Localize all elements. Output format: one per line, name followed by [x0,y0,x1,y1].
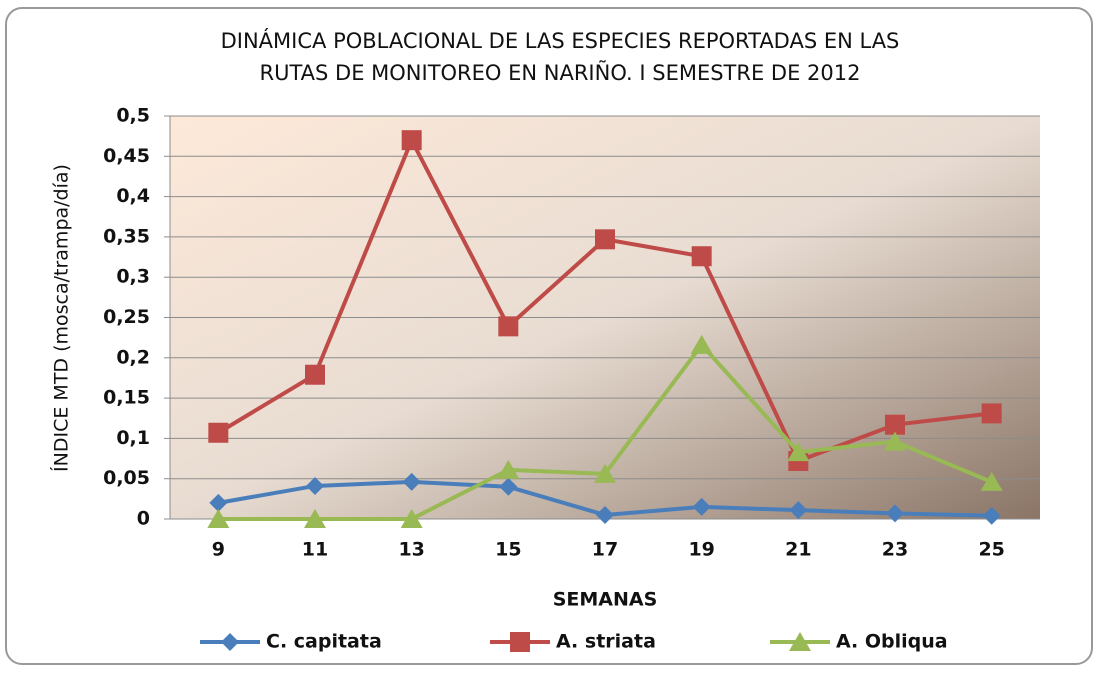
marker [787,442,810,462]
x-axis-label: SEMANAS [553,589,658,611]
marker [208,422,229,443]
chart-title: RUTAS DE MONITOREO EN NARIÑO. I SEMESTRE… [260,59,861,85]
x-tick-label: 25 [978,539,1004,561]
marker [304,509,326,528]
y-tick-label: 0,3 [116,266,150,288]
y-tick-label: 0,4 [116,185,150,207]
y-tick-label: 0,35 [103,225,150,247]
marker [884,431,906,451]
marker [789,632,811,651]
marker [401,130,422,151]
x-tick-label: 21 [785,539,811,561]
x-tick-label: 9 [212,539,225,561]
y-tick-label: 0,15 [103,387,150,409]
marker [498,316,519,337]
marker [981,403,1002,424]
marker [400,509,423,528]
marker [209,493,228,512]
marker [789,501,808,520]
marker [207,509,230,528]
marker [691,246,712,267]
y-tick-label: 0,25 [103,306,150,328]
marker [690,334,713,354]
marker [510,632,530,652]
legend-label: A. striata [556,631,656,653]
marker [886,504,904,523]
marker [221,633,239,651]
legend-label: C. capitata [266,631,382,653]
marker [595,229,615,250]
legend-label: A. Obliqua [836,631,948,653]
marker [402,472,421,491]
x-tick-label: 13 [398,539,424,561]
x-tick-label: 11 [302,539,328,561]
y-tick-label: 0,45 [103,145,150,167]
y-axis-label: ÍNDICE MTD (mosca/trampa/día) [50,164,73,472]
y-tick-label: 0,5 [116,105,150,127]
marker [305,364,325,385]
y-tick-label: 0 [137,508,150,530]
marker [692,497,711,516]
marker [594,463,616,483]
y-tick-label: 0,2 [116,346,150,368]
marker [306,476,324,495]
x-tick-label: 17 [592,539,618,561]
marker [596,505,614,524]
y-tick-label: 0,05 [103,467,150,489]
y-tick-label: 0,1 [116,427,150,449]
chart-title: DINÁMICA POBLACIONAL DE LAS ESPECIES REP… [221,28,900,53]
marker [499,477,518,496]
x-tick-label: 19 [688,539,714,561]
x-tick-label: 15 [495,539,521,561]
marker [980,471,1003,491]
marker [885,414,905,435]
x-tick-label: 23 [882,539,908,561]
marker [497,459,520,479]
marker [982,506,1001,525]
